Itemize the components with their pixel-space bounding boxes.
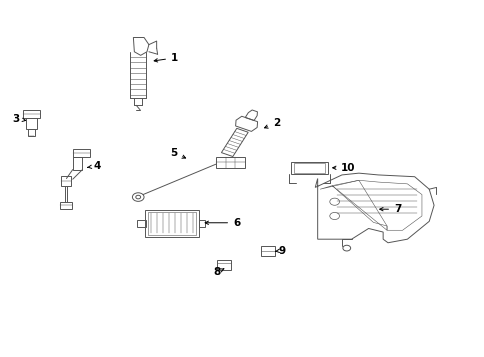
Bar [60, 202, 72, 209]
Text: 9: 9 [275, 246, 285, 256]
Text: 2: 2 [264, 118, 279, 128]
Bar [198, 220, 204, 227]
Text: 5: 5 [170, 148, 185, 158]
Bar [60, 176, 71, 186]
Text: 7: 7 [379, 204, 401, 214]
Text: 10: 10 [332, 163, 355, 173]
Bar [290, 161, 327, 174]
Bar [215, 157, 244, 168]
Bar [73, 157, 82, 170]
Bar [26, 118, 37, 129]
Text: 3: 3 [12, 114, 26, 124]
Bar [73, 149, 90, 157]
Bar [145, 210, 198, 236]
Text: 6: 6 [205, 218, 240, 228]
Bar [28, 129, 35, 136]
Text: 8: 8 [213, 267, 224, 277]
Bar [217, 260, 230, 270]
Bar [260, 246, 274, 256]
Bar [293, 163, 324, 172]
Text: 4: 4 [88, 161, 101, 171]
Bar [148, 211, 196, 235]
Bar [23, 110, 40, 118]
Bar [136, 220, 145, 227]
Text: 1: 1 [154, 53, 178, 63]
